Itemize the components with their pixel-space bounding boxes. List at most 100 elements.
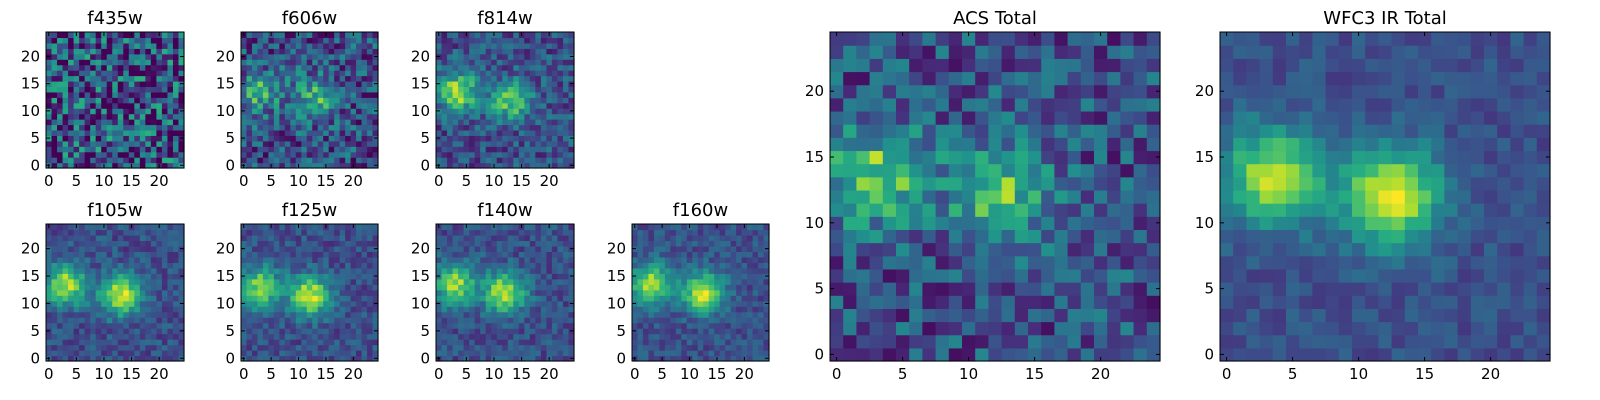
heatmap-cell [156, 234, 163, 242]
heatmap-cell [524, 113, 531, 120]
heatmap-cell [535, 311, 542, 318]
heatmap-cell [441, 42, 448, 49]
heatmap-cell [356, 32, 363, 39]
heatmap-cell [535, 124, 542, 131]
heatmap-cell [708, 333, 715, 340]
heatmap-cell [496, 135, 503, 142]
heatmap-cell [161, 355, 169, 362]
heatmap-cell [57, 344, 64, 351]
heatmap-cell [246, 240, 253, 247]
heatmap-cell [557, 229, 564, 236]
heatmap-cell [328, 251, 335, 258]
heatmap-cell [642, 251, 650, 258]
heatmap-cell [262, 97, 269, 104]
heatmap-cell [139, 262, 146, 269]
heatmap-cell [150, 53, 157, 60]
heatmap-cell [241, 295, 248, 302]
heatmap-cell [257, 234, 264, 242]
heatmap-cell [306, 234, 313, 242]
heatmap-cell [145, 256, 152, 263]
heatmap-cell [262, 355, 269, 362]
heatmap-cell [51, 86, 58, 93]
heatmap-cell [172, 328, 180, 335]
heatmap-cell [117, 59, 124, 66]
heatmap-cell [480, 70, 487, 77]
heatmap-cell [675, 317, 682, 324]
heatmap-cell [268, 229, 275, 236]
heatmap-cell [251, 224, 259, 231]
heatmap-cell [441, 339, 448, 346]
heatmap-cell [551, 32, 559, 39]
heatmap-cell [741, 311, 748, 318]
heatmap-cell [1001, 216, 1016, 230]
heatmap-cell [73, 151, 80, 158]
heatmap-cell [447, 91, 454, 98]
heatmap-cell [469, 108, 476, 115]
heatmap-cell [134, 311, 141, 318]
heatmap-cell [273, 80, 280, 87]
heatmap-cell [714, 240, 721, 247]
heatmap-cell [551, 37, 559, 44]
heatmap-cell [246, 151, 253, 158]
heatmap-cell [372, 224, 379, 231]
heatmap-cell [502, 59, 509, 66]
heatmap-cell [73, 251, 80, 258]
heatmap-cell [725, 317, 732, 324]
heatmap-cell [758, 267, 765, 274]
heatmap-cell [513, 240, 520, 247]
heatmap-cell [763, 333, 770, 340]
heatmap-cell [145, 251, 152, 258]
heatmap-cell [758, 251, 765, 258]
heatmap-cell [1094, 229, 1108, 244]
heatmap-cell [507, 251, 514, 258]
heatmap-cell [251, 124, 259, 131]
heatmap-cell [557, 295, 564, 302]
heatmap-cell [361, 229, 368, 236]
heatmap-cell [117, 70, 124, 77]
heatmap-cell [161, 350, 169, 357]
heatmap-cell [361, 251, 368, 258]
heatmap-cell [167, 135, 174, 142]
heatmap-cell [681, 328, 688, 335]
heatmap-cell [830, 295, 844, 309]
heatmap-cell [128, 102, 135, 109]
heatmap-cell [441, 328, 448, 335]
heatmap-cell [507, 119, 514, 126]
heatmap-cell [361, 295, 368, 302]
heatmap-cell [463, 140, 470, 147]
heatmap-cell [279, 86, 286, 93]
heatmap-cell [513, 64, 520, 71]
heatmap-cell [513, 229, 520, 236]
heatmap-cell [507, 295, 514, 302]
heatmap-cell [73, 300, 80, 307]
heatmap-cell [535, 42, 542, 49]
heatmap-cell [441, 151, 448, 158]
heatmap-cell [496, 59, 503, 66]
heatmap-cell [356, 350, 363, 357]
heatmap-cell [134, 339, 141, 346]
heatmap-cell [496, 306, 503, 313]
heatmap-cell [73, 157, 80, 164]
heatmap-cell [736, 339, 743, 346]
heatmap-cell [312, 113, 319, 120]
heatmap-cell [507, 80, 514, 87]
heatmap-cell [117, 91, 124, 98]
heatmap-cell [73, 64, 80, 71]
heatmap-cell [145, 344, 152, 351]
heatmap-cell [178, 278, 185, 285]
heatmap-cell [295, 267, 302, 274]
heatmap-cell [697, 229, 704, 236]
heatmap-cell [295, 240, 302, 247]
heatmap-cell [648, 251, 655, 258]
heatmap-cell [568, 262, 575, 269]
heatmap-cell [447, 256, 454, 263]
heatmap-cell [507, 355, 514, 362]
heatmap-cell [62, 91, 69, 98]
heatmap-cell [172, 162, 180, 169]
heatmap-cell [1120, 334, 1135, 349]
heatmap-cell [68, 262, 75, 269]
x-tick-label: 5 [266, 172, 276, 190]
heatmap-cell [524, 339, 531, 346]
heatmap-cell [306, 162, 313, 169]
heatmap-cell [134, 333, 141, 340]
